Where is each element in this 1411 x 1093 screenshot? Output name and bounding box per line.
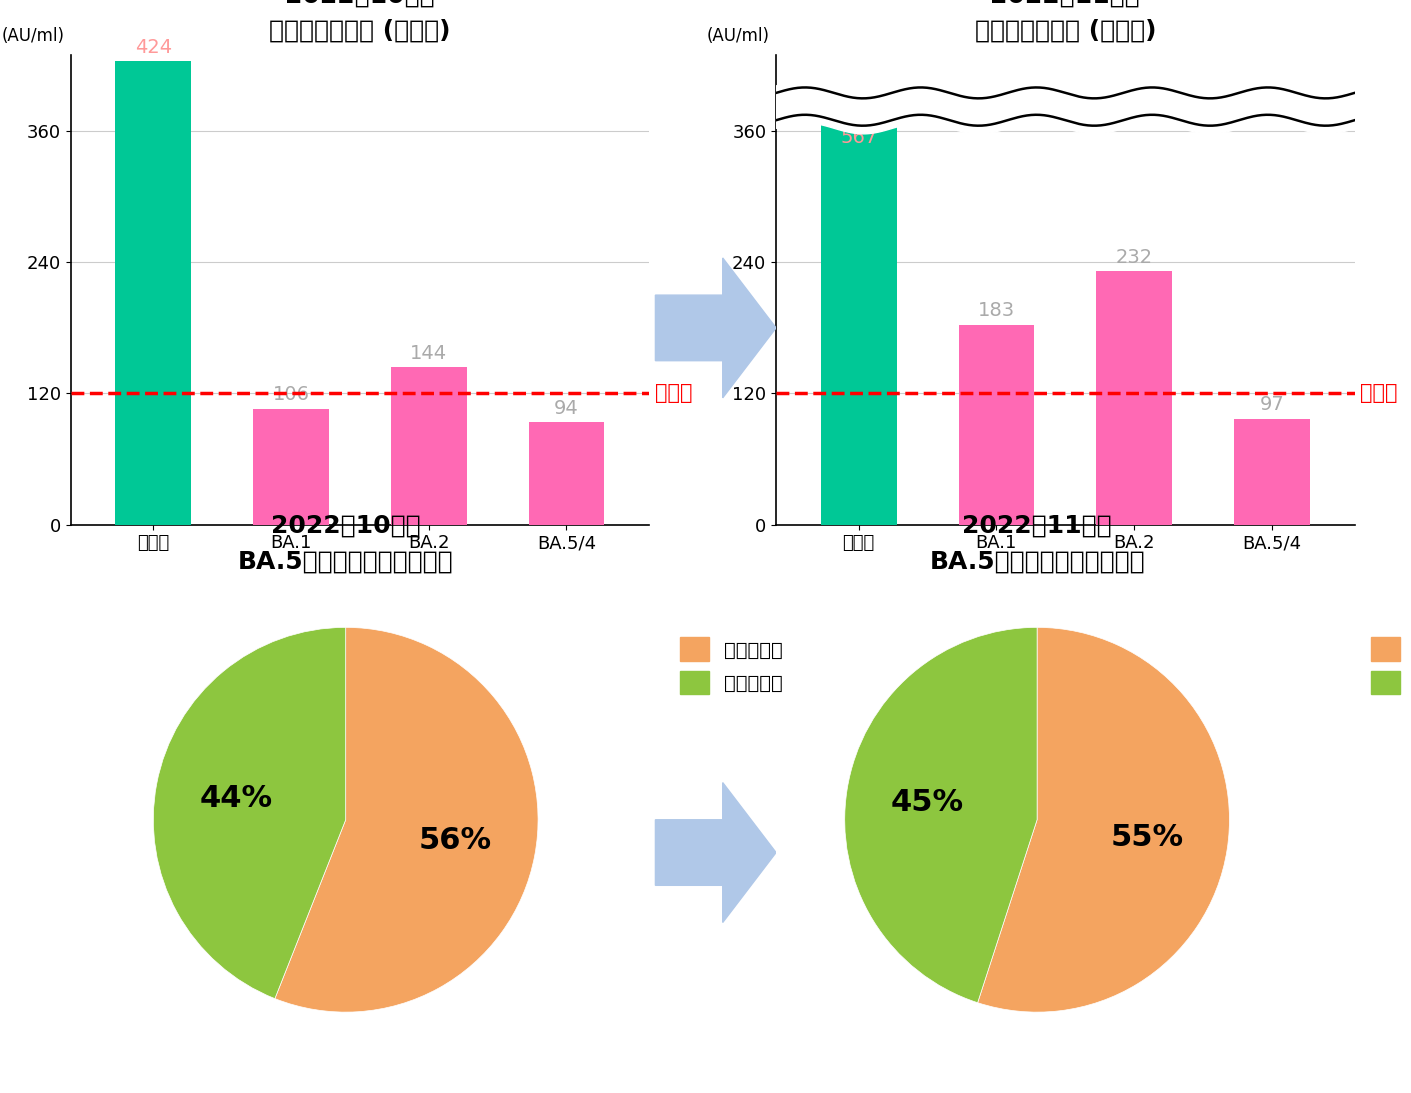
Bar [1235, 419, 1309, 525]
Text: 232: 232 [1116, 248, 1153, 267]
Text: 97: 97 [1260, 396, 1284, 414]
Text: 55%: 55% [1110, 823, 1184, 851]
Text: 424: 424 [134, 38, 172, 57]
Title: 2022年11月の
BA.5に対応する抗体保有率: 2022年11月の BA.5に対応する抗体保有率 [930, 514, 1144, 573]
Bar [958, 325, 1034, 525]
Text: 106: 106 [272, 386, 309, 404]
Text: 参考値: 参考値 [1360, 384, 1398, 403]
Title: 2022年10月の
全対象の中央値 (抗体量): 2022年10月の 全対象の中央値 (抗体量) [270, 0, 450, 43]
Text: (AU/ml): (AU/ml) [1, 27, 63, 45]
Wedge shape [275, 627, 538, 1012]
Text: 567: 567 [840, 128, 878, 146]
Bar [1096, 271, 1173, 525]
Wedge shape [845, 627, 1037, 1002]
Bar [821, 115, 896, 525]
Text: 144: 144 [411, 344, 447, 363]
Text: (AU/ml): (AU/ml) [707, 27, 769, 45]
Text: 44%: 44% [199, 785, 272, 813]
Text: 参考値: 参考値 [655, 384, 693, 403]
Wedge shape [978, 627, 1229, 1012]
Bar [529, 422, 604, 525]
Bar [391, 367, 467, 525]
Text: 56%: 56% [419, 826, 492, 855]
Title: 2022年11月の
全対象の中央値 (抗体量): 2022年11月の 全対象の中央値 (抗体量) [975, 0, 1156, 43]
Title: 2022年10月の
BA.5に対応する抗体保有率: 2022年10月の BA.5に対応する抗体保有率 [238, 514, 453, 573]
Legend: 参考値未満, 参考値以上: 参考値未満, 参考値以上 [670, 627, 793, 704]
Text: 45%: 45% [890, 788, 964, 816]
Wedge shape [154, 627, 346, 999]
Legend: 参考値未満, 参考値以上: 参考値未満, 参考値以上 [1362, 627, 1411, 704]
Polygon shape [656, 783, 776, 922]
Polygon shape [656, 258, 776, 398]
Text: 94: 94 [555, 399, 579, 418]
Text: 183: 183 [978, 302, 1015, 320]
Bar [253, 409, 329, 525]
Bar [116, 61, 190, 525]
